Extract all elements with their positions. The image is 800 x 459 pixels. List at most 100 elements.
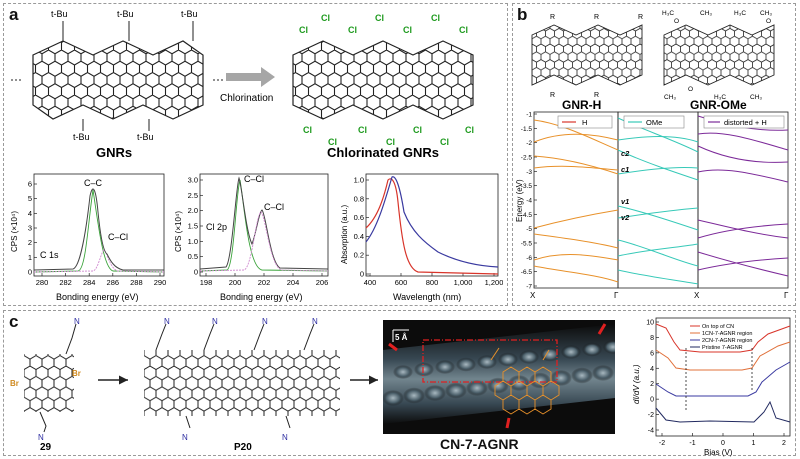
sts-ylabel: dI/dV (a.u.) <box>632 364 641 404</box>
sts-xtick: 0 <box>721 440 725 447</box>
sts-line-2cn <box>655 361 791 397</box>
panel-b-label: b <box>517 5 528 24</box>
c1s-xtick: 280 <box>36 278 49 287</box>
cl2p-ann-2: C–Cl <box>264 202 284 212</box>
ome-label: H₃C <box>714 94 726 101</box>
band-label: c2 <box>621 149 630 158</box>
cl2p-xtick: 200 <box>229 278 242 287</box>
title-gnr-ome: GNR-OMe <box>690 98 747 110</box>
legend-ome: OMe <box>646 118 662 127</box>
cl2p-ytick: 1.5 <box>188 222 198 231</box>
br-label: Br <box>10 379 19 388</box>
n-label: N <box>74 317 80 326</box>
band-ytick: -1 <box>526 112 532 119</box>
c1s-ann-ccl: C–Cl <box>108 232 128 242</box>
stm-lobe <box>582 342 602 357</box>
cl2p-ytick: 2.5 <box>188 191 198 200</box>
stm-lobe <box>498 352 518 367</box>
stm-lobe <box>571 367 593 384</box>
cl-label: Cl <box>321 13 330 23</box>
cl2p-ytick: 3.0 <box>188 176 198 185</box>
sts-ytick: -4 <box>648 428 654 435</box>
ome-label: H₃C <box>734 10 746 17</box>
gnr-ribbon-left <box>32 40 204 120</box>
stm-lobe <box>540 347 560 362</box>
stm-lobe <box>466 380 488 396</box>
stm-lobe <box>487 377 509 394</box>
band-h <box>533 209 619 229</box>
sts-line-1cn <box>655 341 791 371</box>
band-ytick: -3.5 <box>521 183 533 190</box>
sts-xtick: -1 <box>689 440 695 447</box>
abs-ytick: 0.2 <box>354 251 364 260</box>
cl-label: Cl <box>459 25 468 35</box>
stm-lobe <box>508 375 530 391</box>
band-xtick: Γ <box>614 291 619 300</box>
band-h <box>533 165 619 171</box>
monomer-label: 29 <box>40 442 52 453</box>
cl2p-ytick: 0 <box>194 268 198 277</box>
gnr-ome-structure <box>663 24 775 86</box>
ome-label: CH₃ <box>664 94 676 101</box>
tbu-label: t-Bu <box>117 9 134 19</box>
cl-label: Cl <box>299 25 308 35</box>
abs-xtick: 1,000 <box>454 278 473 287</box>
ome-label: O <box>766 18 771 25</box>
band-ome <box>617 136 699 143</box>
sts-legend: 1CN-7-AGNR region <box>702 331 752 337</box>
sts-line-on-top-cn <box>655 323 791 353</box>
band-ytick: -5 <box>526 226 532 233</box>
ome-label: CH₃ <box>700 10 712 17</box>
abs-xtick: 1,200 <box>485 278 503 287</box>
c1s-ytick: 5 <box>28 194 32 203</box>
sts-xtick: -2 <box>659 440 665 447</box>
cl-label: Cl <box>348 25 357 35</box>
c1s-tag: C 1s <box>40 250 59 260</box>
cl2p-ytick: 2.0 <box>188 206 198 215</box>
tbu-label: t-Bu <box>73 132 90 142</box>
stm-lobe <box>445 382 467 399</box>
stm-lobe <box>383 390 404 406</box>
polymer-label: P20 <box>234 442 252 453</box>
abs-ytick: 0 <box>360 270 364 279</box>
sts-ytick: 0 <box>650 397 654 404</box>
cl2p-tag: Cl 2p <box>206 222 227 232</box>
band-ytick: -5.5 <box>521 241 533 248</box>
monomer-29-structure <box>24 354 74 412</box>
cl2p-ytick: 1.0 <box>188 237 198 246</box>
cl-label: Cl <box>328 137 337 147</box>
band-ome <box>617 269 699 285</box>
abs-xtick: 600 <box>395 278 408 287</box>
ome-label: CH₃ <box>750 94 762 101</box>
r-label: R <box>594 14 599 21</box>
chart-band-structure: -1 -1.5 -2 -2.5 -3 -3.5 -4 -4.5 -5 -5.5 -6 -6.5 -7 <box>515 112 789 301</box>
r-label: R <box>638 14 643 21</box>
c1s-xtick: 288 <box>130 278 143 287</box>
abs-ytick: 0.4 <box>354 232 364 241</box>
n-label: N <box>182 433 188 442</box>
cl-label: Cl <box>375 13 384 23</box>
band-distorted <box>697 223 789 239</box>
stm-lobe <box>403 387 425 404</box>
band-ytick: -3 <box>526 169 532 176</box>
legend-distorted: distorted + H <box>724 118 767 127</box>
sts-xlabel: Bias (V) <box>704 448 733 457</box>
stm-lobe <box>561 345 581 359</box>
band-distorted <box>697 132 789 151</box>
polymer-p20-structure <box>144 350 340 416</box>
title-gnr-h: GNR-H <box>562 98 601 110</box>
cl2p-xtick: 198 <box>200 278 213 287</box>
band-ytick: -2.5 <box>521 155 533 162</box>
band-ytick: -4.5 <box>521 212 533 219</box>
band-ytick: -6 <box>526 255 532 262</box>
c1s-xtick: 290 <box>154 278 167 287</box>
stm-lobe <box>414 362 434 377</box>
c1s-ylabel: CPS (×10⁴) <box>10 211 19 252</box>
c1s-fit-component <box>33 189 165 273</box>
n-label: N <box>164 317 170 326</box>
stm-lobe <box>592 365 614 381</box>
abs-xtick: 400 <box>364 278 377 287</box>
band-ytick: -1.5 <box>521 126 533 133</box>
